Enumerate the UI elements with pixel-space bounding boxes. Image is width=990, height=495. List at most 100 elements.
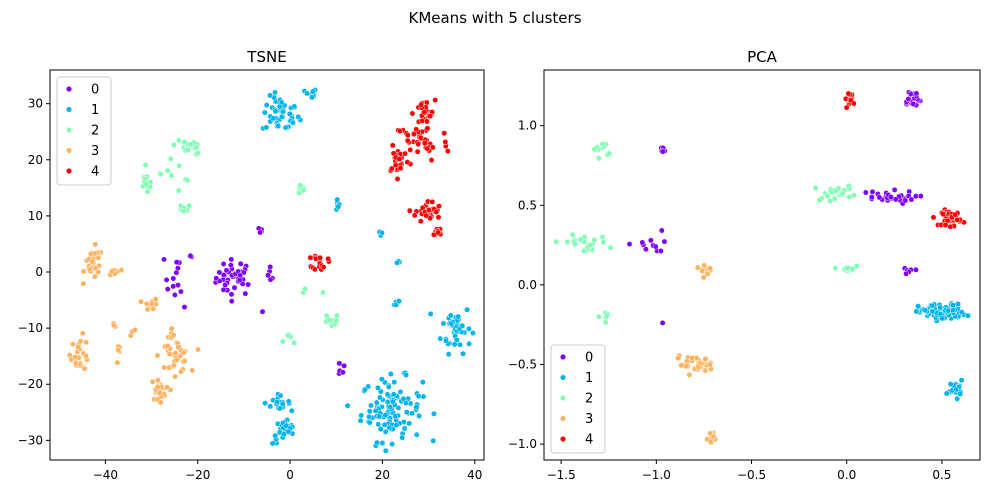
tsne-point-series-3 (181, 357, 188, 364)
pca-point-series-1 (915, 303, 922, 310)
tsne-point-series-0 (173, 259, 180, 266)
pca-legend-label-4: 4 (585, 433, 593, 448)
tsne-point-series-0 (257, 229, 264, 236)
tsne-point-series-2 (291, 339, 298, 346)
pca-point-series-0 (639, 239, 646, 246)
tsne-point-series-0 (170, 283, 177, 290)
tsne-point-series-1 (390, 391, 397, 398)
tsne-axes-frame (49, 69, 485, 461)
tsne-point-series-0 (259, 308, 266, 315)
tsne-point-series-4 (427, 113, 434, 120)
tsne-point-series-4 (429, 144, 436, 151)
tsne-point-series-4 (436, 203, 442, 210)
pca-point-series-2 (827, 198, 833, 204)
tsne-legend-marker-2 (65, 126, 73, 134)
tsne-point-series-1 (382, 428, 389, 435)
pca-point-series-2 (831, 195, 838, 202)
pca-point-series-2 (845, 182, 852, 189)
tsne-legend-label-4: 4 (91, 165, 99, 180)
tsne-point-series-1 (295, 113, 302, 120)
pca-y-axis: −1.0 −0.5 0.0 0.5 1.0 (508, 119, 544, 451)
tsne-point-series-2 (284, 332, 291, 339)
tsne-point-series-0 (237, 260, 244, 267)
tsne-point-series-1 (285, 428, 292, 435)
pca-point-series-2 (595, 313, 602, 320)
pca-x-tick-label: −1.0 (642, 468, 671, 482)
tsne-point-series-0 (213, 275, 220, 282)
pca-point-series-3 (707, 265, 714, 272)
tsne-point-series-1 (413, 404, 420, 411)
tsne-point-series-1 (440, 320, 447, 327)
tsne-point-series-1 (381, 421, 388, 428)
tsne-y-tick-label: −10 (18, 321, 43, 335)
tsne-point-series-1 (448, 320, 455, 327)
pca-point-series-1 (958, 377, 965, 384)
pca-point-series-0 (868, 194, 875, 201)
tsne-point-series-2 (168, 172, 175, 179)
tsne-point-series-1 (451, 341, 458, 348)
pca-point-series-1 (950, 302, 957, 309)
tsne-point-series-4 (411, 212, 418, 219)
tsne-point-series-4 (404, 132, 411, 139)
tsne-point-series-1 (278, 113, 285, 120)
pca-point-series-3 (694, 264, 701, 271)
tsne-point-series-1 (455, 313, 462, 320)
pca-point-series-1 (929, 308, 936, 315)
tsne-point-series-3 (91, 273, 98, 280)
pca-point-series-2 (839, 190, 846, 197)
tsne-point-series-1 (460, 350, 466, 357)
tsne-point-series-4 (441, 130, 448, 137)
pca-point-series-0 (917, 193, 924, 200)
tsne-point-series-1 (376, 413, 383, 420)
pca-point-series-4 (954, 216, 961, 223)
pca-point-series-0 (908, 196, 915, 203)
tsne-point-series-0 (170, 275, 177, 282)
tsne-point-series-3 (152, 296, 159, 303)
pca-point-series-4 (843, 104, 850, 111)
tsne-point-series-3 (89, 258, 96, 265)
pca-point-series-2 (571, 241, 578, 248)
tsne-legend-marker-1 (65, 106, 73, 113)
pca-legend-marker-4 (559, 435, 567, 443)
tsne-point-series-1 (399, 434, 406, 441)
pca-legend-marker-2 (559, 394, 567, 402)
tsne-point-series-1 (272, 108, 279, 115)
tsne-point-series-1 (415, 393, 422, 400)
tsne-y-tick-label: 0 (35, 265, 43, 279)
pca-point-series-1 (939, 315, 946, 322)
pca-point-series-4 (930, 214, 937, 221)
tsne-point-series-4 (320, 264, 327, 271)
tsne-point-series-1 (466, 340, 473, 347)
tsne-point-series-4 (429, 198, 436, 205)
tsne-point-series-3 (172, 373, 179, 380)
tsne-point-series-4 (425, 206, 432, 213)
tsne-y-tick-label: 30 (28, 97, 43, 111)
tsne-point-series-1 (420, 393, 427, 400)
tsne-point-series-1 (397, 388, 404, 395)
tsne-point-series-1 (280, 431, 287, 438)
tsne-point-series-2 (279, 338, 286, 345)
tsne-point-series-2 (175, 137, 182, 144)
tsne-y-tick-label: 20 (28, 153, 43, 167)
tsne-point-series-4 (396, 156, 403, 162)
pca-point-series-2 (599, 234, 606, 240)
tsne-point-series-2 (333, 312, 340, 319)
tsne-point-series-3 (114, 359, 121, 366)
tsne-point-series-3 (131, 326, 138, 333)
tsne-point-series-4 (394, 176, 401, 182)
tsne-point-series-1 (309, 94, 315, 101)
tsne-point-series-2 (187, 141, 194, 148)
pca-point-series-3 (701, 262, 708, 269)
tsne-point-series-3 (86, 266, 93, 273)
tsne-point-series-4 (307, 254, 314, 261)
tsne-point-series-3 (95, 254, 102, 261)
tsne-point-series-2 (167, 155, 174, 162)
tsne-point-series-3 (164, 343, 171, 349)
pca-point-series-2 (607, 244, 614, 251)
tsne-point-series-2 (175, 187, 182, 194)
tsne-point-series-1 (387, 371, 394, 377)
pca-point-series-4 (940, 211, 947, 218)
tsne-point-series-2 (144, 188, 151, 195)
tsne-point-series-3 (178, 368, 184, 375)
pca-point-series-2 (824, 192, 831, 199)
